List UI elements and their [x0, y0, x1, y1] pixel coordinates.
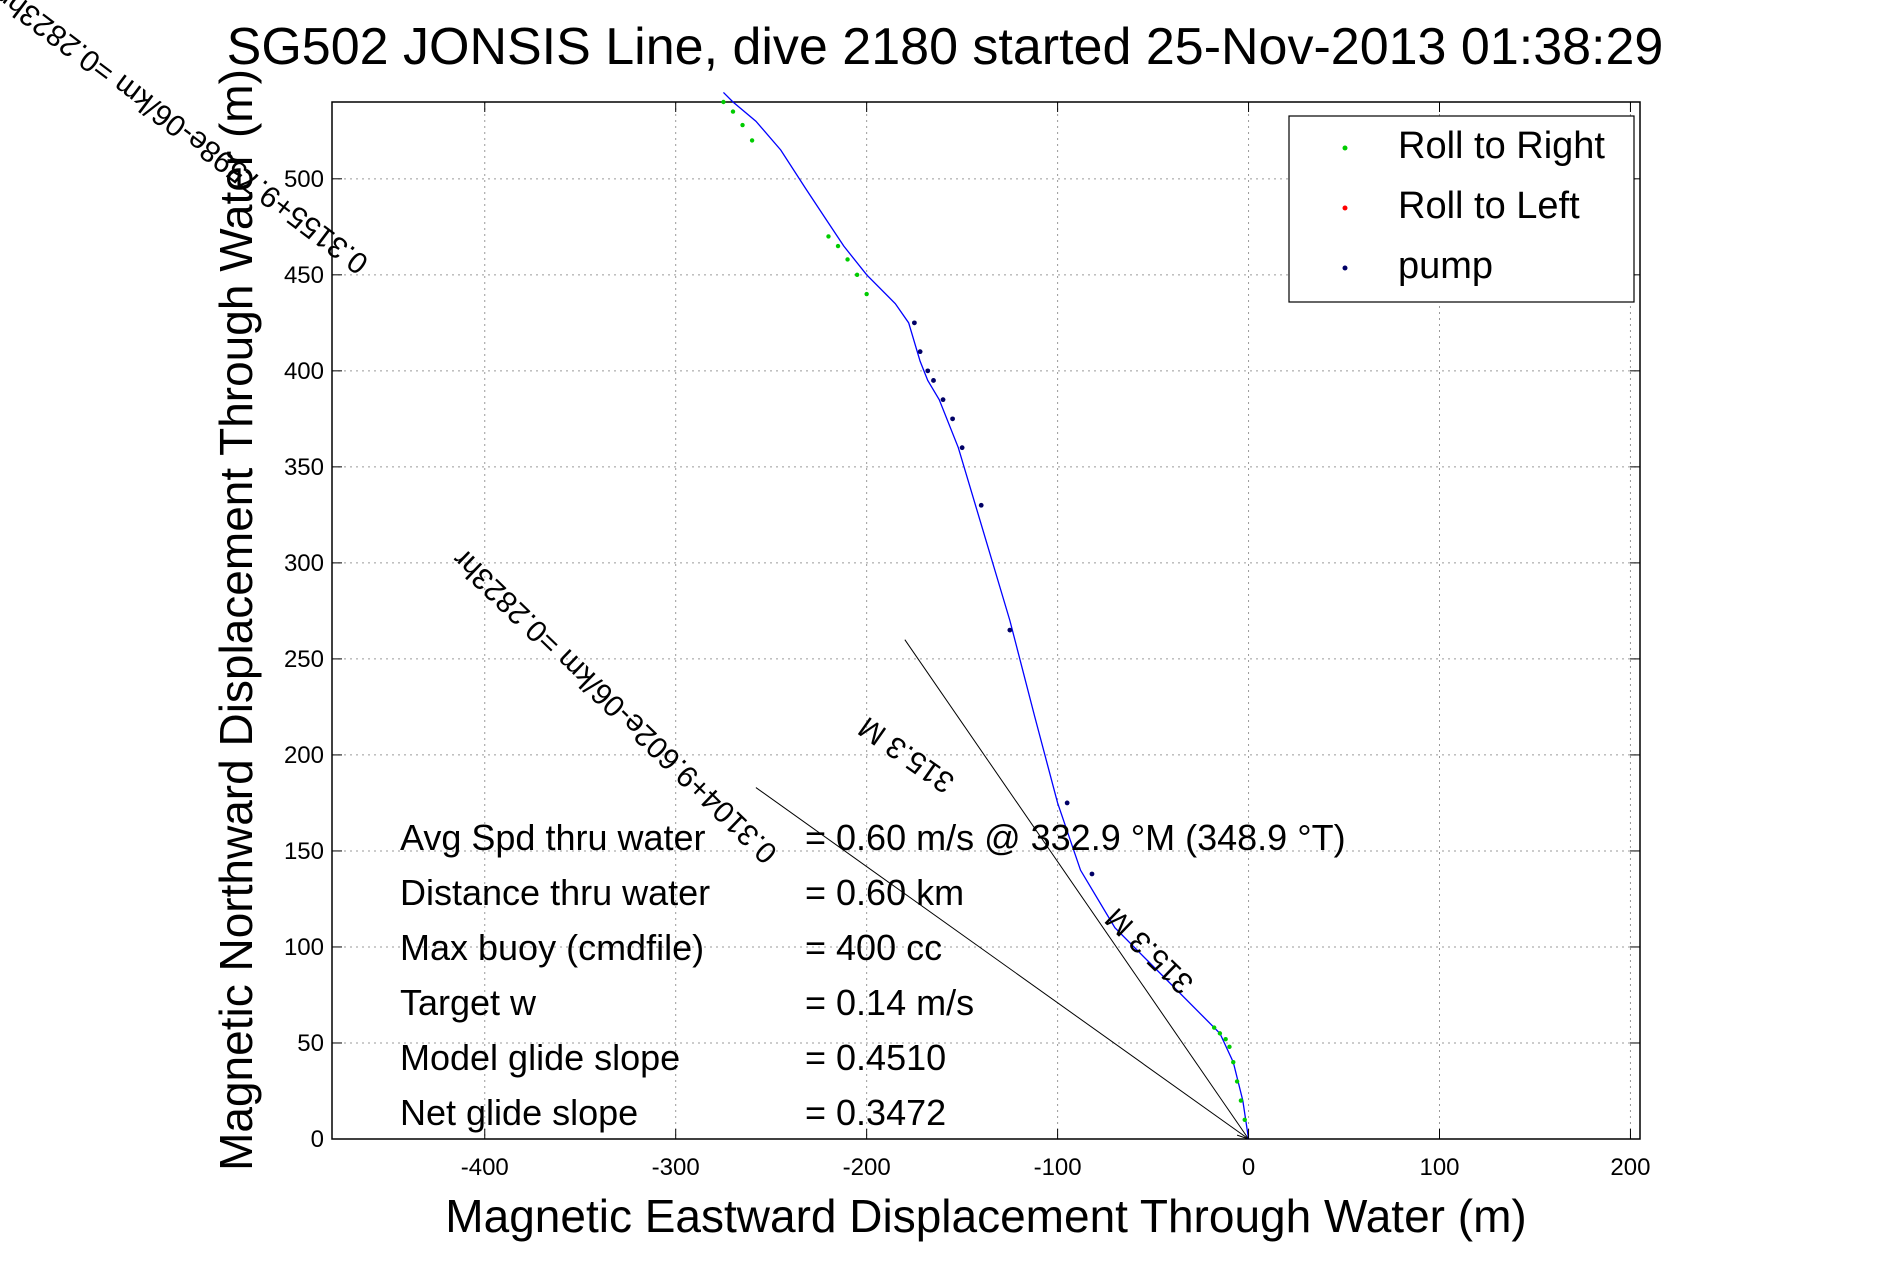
roll-right-point [730, 109, 736, 114]
x-tick-label: 200 [1610, 1154, 1650, 1181]
pump-point [917, 349, 923, 355]
roll-right-point [1231, 1059, 1236, 1065]
roll-right-point [749, 138, 755, 143]
pump-point [1007, 627, 1013, 633]
plot-frame [331, 101, 1641, 1140]
x-tick-label: 100 [1419, 1154, 1459, 1181]
legend-marker [1342, 205, 1348, 211]
y-tick-label: 150 [284, 838, 324, 865]
stat-label: Distance thru water [400, 872, 710, 913]
pump-point [1089, 871, 1095, 877]
pump-point [940, 397, 946, 403]
roll-right-point [826, 234, 831, 239]
pump-point [1064, 800, 1070, 806]
stats-layer: Avg Spd thru water = 0.60 m/s @ 332.9 °M … [400, 817, 1346, 1133]
x-axis-label: Magnetic Eastward Displacement Through W… [445, 1190, 1526, 1242]
pump-point [959, 445, 965, 451]
reference-lines [755, 639, 1249, 1140]
stat-label: Model glide slope [400, 1037, 680, 1078]
roll-right-point [1238, 1098, 1244, 1103]
track-line [722, 91, 1250, 1140]
stat-value: = 0.60 m/s @ 332.9 °M (348.9 °T) [805, 817, 1346, 858]
roll-right-point [1242, 1117, 1247, 1122]
legend-label: pump [1398, 245, 1493, 287]
reference-line [755, 787, 1249, 1140]
y-axis-label: Magnetic Northward Displacement Through … [210, 69, 262, 1171]
reference-line [1236, 1134, 1249, 1140]
y-tick-label: 50 [297, 1030, 324, 1057]
stat-value: = 0.4510 [805, 1037, 946, 1078]
track-layer [721, 91, 1250, 1140]
legend-label: Roll to Left [1398, 185, 1580, 227]
pump-point [950, 416, 955, 422]
roll-right-point [864, 291, 869, 297]
chart-title: SG502 JONSIS Line, dive 2180 started 25-… [227, 18, 1664, 76]
y-tick-label: 200 [284, 742, 324, 769]
stat-label: Net glide slope [400, 1092, 638, 1133]
legend: Roll to Right Roll to Left pump [1288, 115, 1635, 303]
y-tick-label: 500 [284, 166, 324, 193]
grid-layer [332, 102, 1640, 1140]
x-tick-label: -300 [652, 1154, 700, 1181]
roll-right-point [740, 122, 745, 128]
roll-right-point [1234, 1079, 1240, 1084]
y-tick-label: 0 [311, 1126, 324, 1153]
x-tick-label: -100 [1034, 1154, 1082, 1181]
y-tick-label: 300 [284, 550, 324, 577]
y-tick-label: 100 [284, 934, 324, 961]
roll-right-point [1227, 1044, 1232, 1050]
stat-label: Max buoy (cmdfile) [400, 927, 704, 968]
pump-point [931, 378, 936, 383]
y-tick-label: 400 [284, 358, 324, 385]
ticks-layer: -400 -300 -200 -100 0 100 200 0 50 100 150 200 250 30… [284, 102, 1650, 1181]
legend-items: Roll to Right Roll to Left pump [1342, 125, 1605, 287]
legend-marker [1342, 145, 1348, 151]
pump-point [978, 502, 984, 508]
pump-point [911, 320, 917, 326]
legend-label: Roll to Right [1398, 125, 1605, 167]
stat-value: = 0.60 km [805, 872, 964, 913]
x-tick-label: -400 [461, 1154, 509, 1181]
stat-value: = 0.14 m/s [805, 982, 974, 1023]
roll-right-point [1217, 1031, 1223, 1036]
x-tick-label: -200 [843, 1154, 891, 1181]
stat-value: = 0.3472 [805, 1092, 946, 1133]
y-tick-label: 250 [284, 646, 324, 673]
roll-right-point [835, 243, 841, 249]
roll-right-point [1223, 1036, 1228, 1042]
roll-right-point [1211, 1025, 1217, 1030]
legend-marker [1342, 265, 1348, 271]
x-tick-label: 0 [1242, 1154, 1255, 1181]
stat-label: Avg Spd thru water [400, 817, 706, 858]
y-tick-label: 450 [284, 262, 324, 289]
rotated-annotation: 315.3 M [1099, 901, 1200, 1000]
stat-label: Target w [400, 982, 537, 1023]
reference-line [904, 639, 1249, 1140]
roll-right-point [854, 272, 860, 278]
roll-right-point [845, 257, 850, 262]
y-tick-label: 350 [284, 454, 324, 481]
stat-value: = 400 cc [805, 927, 942, 968]
pump-point [925, 368, 931, 374]
roll-right-point [721, 99, 726, 105]
